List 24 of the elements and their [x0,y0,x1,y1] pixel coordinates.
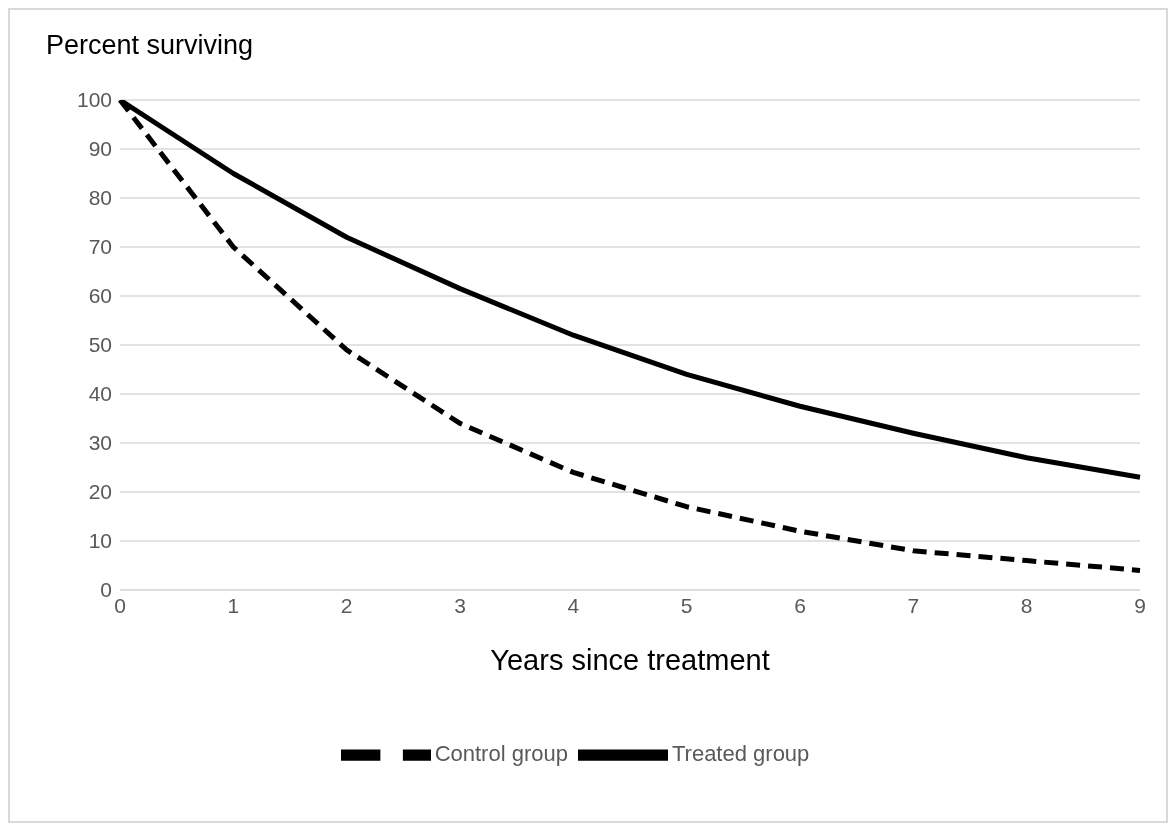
y-tick-label: 50 [88,333,112,357]
y-tick-label: 80 [88,186,112,210]
x-tick-label: 4 [567,593,580,617]
x-tick-label: 2 [340,593,353,617]
x-tick-label: 6 [794,593,806,617]
y-tick-label: 100 [76,88,112,112]
legend-label: Treated group [671,740,810,766]
x-axis-title: Years since treatment [490,644,770,676]
x-tick-label: 7 [907,593,920,617]
x-tick-label: 8 [1020,593,1033,617]
x-tick-label: 9 [1134,593,1146,617]
y-tick-label: 30 [88,431,112,455]
y-tick-label: 90 [88,137,112,161]
x-tick-label: 1 [227,593,240,617]
y-axis-title: Percent surviving [46,30,254,61]
y-tick-label: 70 [88,235,112,259]
y-tick-label: 10 [88,529,112,553]
x-tick-label: 5 [680,593,693,617]
legend-label: Control group [434,740,568,766]
y-tick-label: 20 [88,480,112,504]
y-tick-label: 40 [88,382,112,406]
x-tick-label: 3 [454,593,466,617]
y-tick-label: 0 [100,578,112,602]
y-tick-label: 60 [88,284,112,308]
